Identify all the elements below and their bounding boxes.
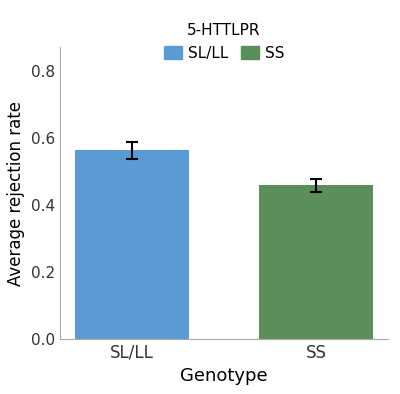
X-axis label: Genotype: Genotype: [180, 367, 268, 385]
Bar: [259, 185, 373, 339]
Y-axis label: Average rejection rate: Average rejection rate: [7, 100, 25, 286]
Legend: SL/LL, SS: SL/LL, SS: [157, 17, 291, 67]
Bar: [75, 151, 189, 339]
